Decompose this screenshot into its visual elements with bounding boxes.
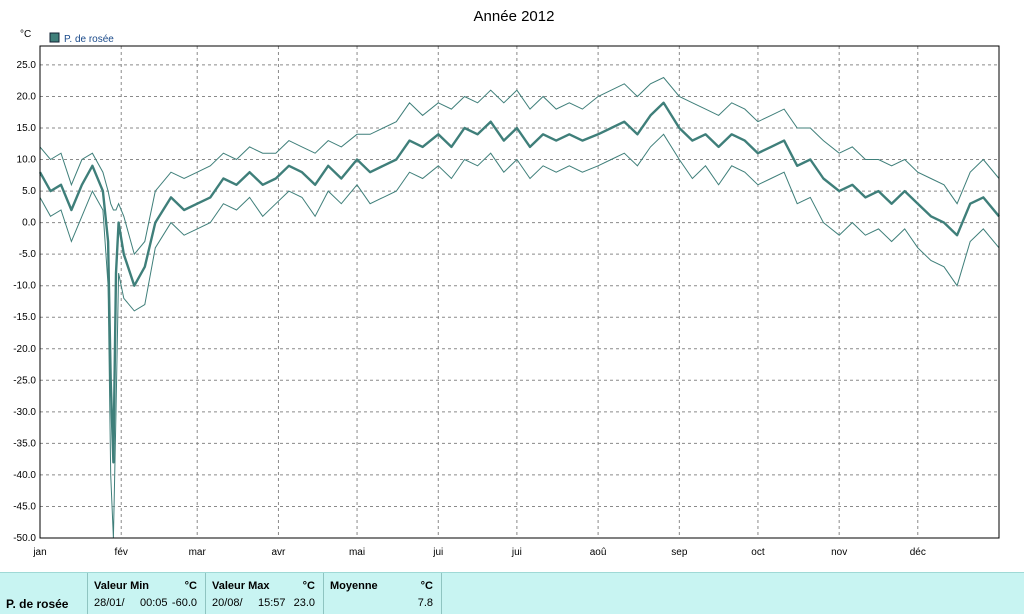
stats-max-header: Valeur Max — [212, 580, 270, 592]
stats-avg-header: Moyenne — [330, 580, 378, 592]
stats-max-cell: Valeur Max °C 20/08/ 15:57 23.0 — [206, 573, 324, 614]
stats-max-date: 20/08/ — [212, 597, 243, 609]
y-tick-label: 15.0 — [17, 123, 37, 134]
stats-max-unit: °C — [302, 580, 315, 592]
stats-min-header: Valeur Min — [94, 580, 150, 592]
legend-label: P. de rosée — [64, 34, 114, 45]
stats-series-label: P. de rosée — [6, 597, 69, 611]
x-tick-label: avr — [271, 547, 286, 558]
y-tick-label: -5.0 — [19, 249, 37, 260]
x-tick-label: jan — [32, 547, 46, 558]
x-tick-label: sep — [671, 547, 688, 558]
stats-avg-value: 7.8 — [417, 597, 433, 609]
y-tick-label: 0.0 — [22, 218, 36, 229]
y-tick-label: -25.0 — [13, 375, 36, 386]
x-tick-label: déc — [910, 547, 926, 558]
stats-min-cell: Valeur Min °C 28/01/ 00:05 -60.0 — [88, 573, 206, 614]
y-tick-label: -35.0 — [13, 438, 36, 449]
y-tick-label: -10.0 — [13, 281, 36, 292]
y-tick-label: 5.0 — [22, 186, 36, 197]
x-axis-ticks: jan fév mar avr mai jui jui aoû sep oct nov déc — [32, 547, 926, 558]
stats-avg-unit: °C — [420, 580, 433, 592]
stats-min-date: 28/01/ — [94, 597, 125, 609]
y-tick-label: -40.0 — [13, 470, 36, 481]
stats-bar: P. de rosée Valeur Min °C 28/01/ 00:05 -… — [0, 572, 1024, 614]
y-axis-ticks: 25.0 20.0 15.0 10.0 5.0 0.0 -5.0 -10.0 -15.0 -20.… — [13, 60, 36, 544]
x-tick-label: mar — [189, 547, 207, 558]
stats-min-unit: °C — [184, 580, 197, 592]
stats-series-cell: P. de rosée — [0, 573, 88, 614]
stats-min-time: 00:05 — [140, 597, 168, 609]
x-tick-label: oct — [751, 547, 765, 558]
y-tick-label: 20.0 — [17, 91, 37, 102]
x-tick-label: mai — [349, 547, 365, 558]
chart-title: Année 2012 — [474, 8, 555, 25]
stats-empty-cell — [442, 573, 1024, 614]
x-tick-label: nov — [831, 547, 847, 558]
grid — [40, 46, 999, 539]
plot-frame — [39, 45, 1000, 539]
x-tick-label: aoû — [590, 547, 607, 558]
stats-avg-cell: Moyenne °C 7.8 — [324, 573, 442, 614]
series-line-mean — [38, 101, 1000, 464]
y-tick-label: -15.0 — [13, 312, 36, 323]
y-axis-unit: °C — [20, 29, 31, 40]
series-line-min — [39, 133, 1000, 539]
dewpoint-chart: Année 2012 °C P. de rosée 25.0 20.0 15.0 10… — [13, 8, 1000, 558]
legend-swatch — [49, 32, 60, 43]
x-tick-label: jui — [511, 547, 522, 558]
series-line-max — [39, 76, 1000, 256]
y-tick-label: -20.0 — [13, 344, 36, 355]
stats-min-value: -60.0 — [171, 597, 197, 609]
y-tick-label: -50.0 — [13, 533, 36, 544]
stats-max-time: 15:57 — [258, 597, 286, 609]
y-tick-label: -45.0 — [13, 501, 36, 512]
chart-area: Année 2012 °C P. de rosée 25.0 20.0 15.0 10… — [13, 8, 1000, 558]
y-tick-label: -30.0 — [13, 407, 36, 418]
series-lines — [38, 76, 1000, 539]
legend: P. de rosée — [49, 32, 114, 45]
x-tick-label: jui — [432, 547, 443, 558]
x-tick-label: fév — [115, 547, 128, 558]
y-tick-label: 25.0 — [17, 60, 37, 71]
y-tick-label: 10.0 — [17, 155, 37, 166]
stats-max-value: 23.0 — [293, 597, 315, 609]
